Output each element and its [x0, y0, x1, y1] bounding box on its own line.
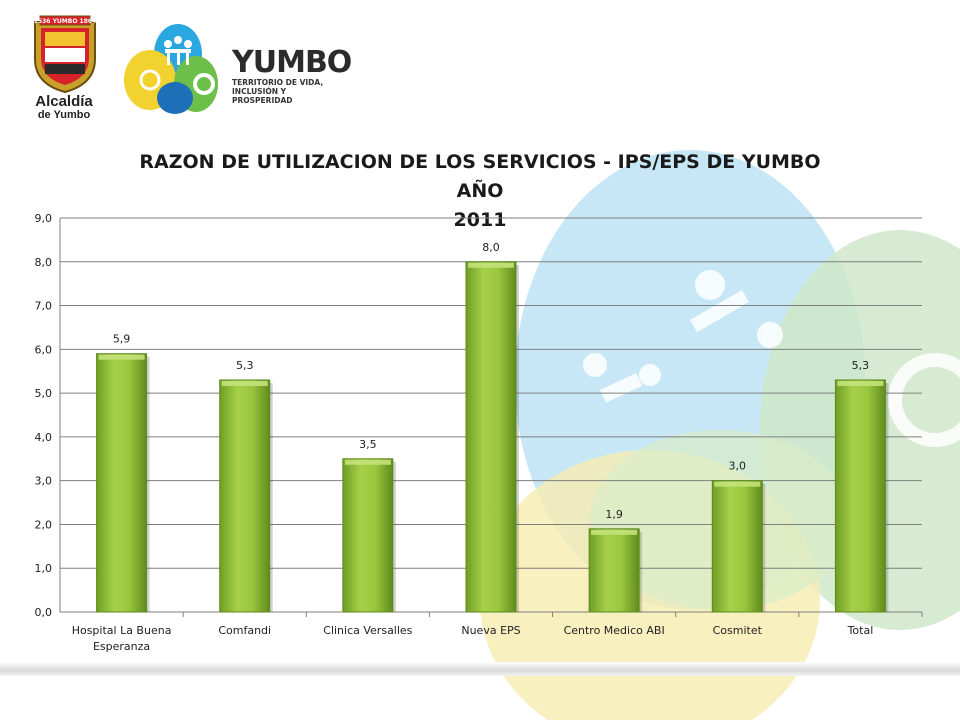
municipal-crest-icon: 1536 YUMBO 1864: [34, 15, 96, 94]
bar: [711, 480, 763, 613]
bar-top-highlight: [714, 481, 761, 487]
x-tick-label: Centro Medico ABI: [564, 624, 665, 637]
y-tick-label: 4,0: [35, 431, 53, 444]
bar: [588, 528, 640, 613]
chart-title: RAZON DE UTILIZACION DE LOS SERVICIOS - …: [120, 148, 840, 235]
bar: [465, 261, 517, 613]
y-tick-label: 8,0: [35, 256, 53, 269]
value-labels: 5,9 5,3 3,5 8,0 1,9 3,0 5,3: [113, 241, 869, 521]
bar: [96, 353, 148, 613]
data-label: 8,0: [482, 241, 500, 254]
data-label: 1,9: [605, 508, 623, 521]
brand-name: YUMBO: [232, 45, 352, 80]
header: 1536 YUMBO 1864 Alcaldía de Yumbo YUMBO …: [0, 0, 960, 140]
data-label: 5,9: [113, 333, 131, 346]
data-label: 5,3: [236, 359, 254, 372]
data-label: 5,3: [852, 359, 870, 372]
y-tick-label: 0,0: [35, 606, 53, 619]
bar-top-highlight: [344, 459, 391, 465]
y-tick-label: 9,0: [35, 212, 53, 225]
bg-gear-icon: [888, 353, 960, 447]
municipality-name: Alcaldía de Yumbo: [24, 94, 104, 121]
bar: [342, 458, 394, 613]
municipality-line-1: Alcaldía: [35, 93, 93, 110]
x-axis-ticks: Hospital La Buena Esperanza Comfandi Clinic…: [72, 612, 923, 653]
x-tick-label: Clinica Versalles: [323, 624, 412, 637]
y-tick-label: 5,0: [35, 387, 53, 400]
data-label: 3,0: [729, 460, 747, 473]
brand-tagline-2: INCLUSIÓN Y PROSPERIDAD: [232, 87, 293, 105]
y-tick-label: 1,0: [35, 562, 53, 575]
bar-top-highlight: [591, 529, 638, 535]
bars: [96, 261, 889, 613]
bar-top-highlight: [221, 380, 268, 386]
brand-block: YUMBO TERRITORIO DE VIDA, INCLUSIÓN Y PR…: [232, 45, 352, 106]
bar-top-highlight: [837, 380, 884, 386]
footer-divider: [0, 662, 960, 676]
bar-top-highlight: [98, 354, 145, 360]
chart-title-line-1: RAZON DE UTILIZACION DE LOS SERVICIOS - …: [139, 151, 821, 202]
x-tick-label: Cosmitet: [713, 624, 763, 637]
brand-tagline-1: TERRITORIO DE VIDA,: [232, 78, 324, 87]
yumbo-logo-icon: [124, 24, 218, 114]
x-tick-label: Total: [847, 624, 874, 637]
y-tick-label: 6,0: [35, 343, 53, 356]
y-tick-label: 2,0: [35, 518, 53, 531]
bar-top-highlight: [468, 262, 514, 268]
municipality-line-2: de Yumbo: [37, 108, 91, 121]
x-tick-label: Nueva EPS: [461, 624, 520, 637]
data-label: 3,5: [359, 438, 377, 451]
x-tick-label: Comfandi: [218, 624, 271, 637]
y-tick-label: 3,0: [35, 475, 53, 488]
chart-title-line-2: 2011: [453, 209, 507, 231]
bg-people-icon: [583, 270, 783, 403]
bar: [834, 379, 886, 613]
bar: [219, 379, 271, 613]
x-tick-label: Esperanza: [93, 640, 150, 653]
x-tick-label: Hospital La Buena: [72, 624, 172, 637]
crest-banner-text: 1536 YUMBO 1864: [34, 18, 96, 25]
y-tick-label: 7,0: [35, 300, 53, 313]
y-axis-ticks: 0,0 1,0 2,0 3,0 4,0 5,0 6,0 7,0 8,0 9,0: [35, 212, 53, 619]
